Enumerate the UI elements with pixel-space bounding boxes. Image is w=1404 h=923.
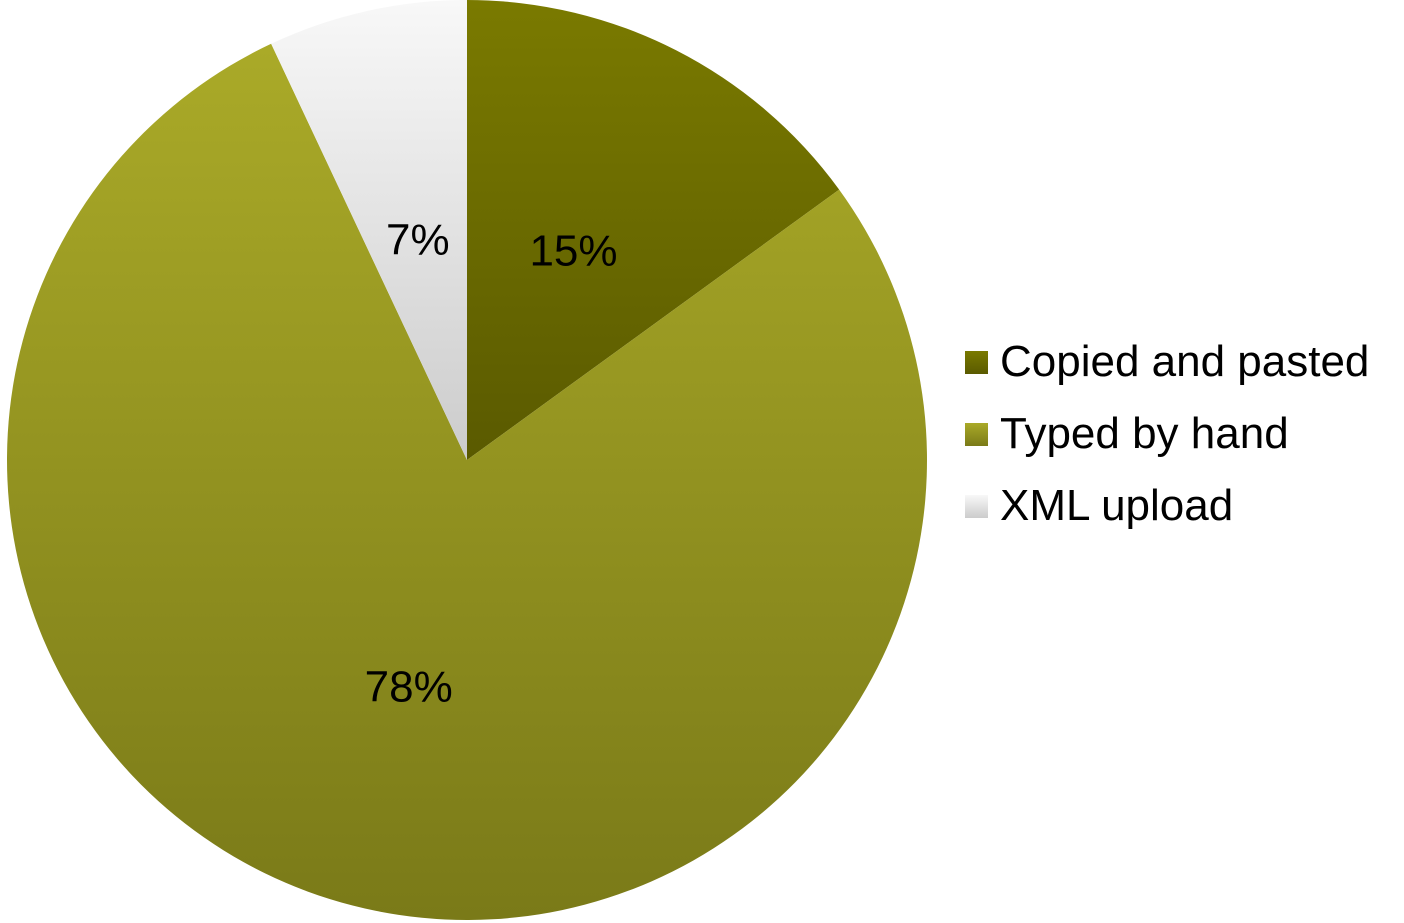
legend-label: Copied and pasted [1000, 337, 1370, 386]
legend-swatch-xml-upload [965, 494, 988, 518]
legend: Copied and pasted Typed by hand XML uplo… [965, 326, 1369, 542]
legend-label: XML upload [1000, 481, 1234, 530]
pie-data-labels: 15% 78% 7% [365, 216, 618, 712]
pie-data-label: 78% [365, 663, 453, 712]
pie-slice-typed-by-hand [7, 43, 928, 920]
pie-plot-area: 15% 78% 7% [7, 0, 928, 920]
pie-slices [7, 0, 928, 920]
pie-slice-copied-and-pasted [467, 0, 840, 460]
legend-item-xml-upload: XML upload [965, 470, 1369, 542]
legend-swatch-typed-by-hand [965, 422, 988, 446]
legend-item-copied-and-pasted: Copied and pasted [965, 326, 1369, 398]
pie-data-label: 7% [386, 216, 450, 265]
legend-item-typed-by-hand: Typed by hand [965, 398, 1369, 470]
pie-data-label: 15% [529, 227, 617, 276]
legend-swatch-copied-and-pasted [965, 350, 988, 374]
pie-slice-xml-upload [271, 0, 467, 460]
legend-label: Typed by hand [1000, 409, 1289, 458]
